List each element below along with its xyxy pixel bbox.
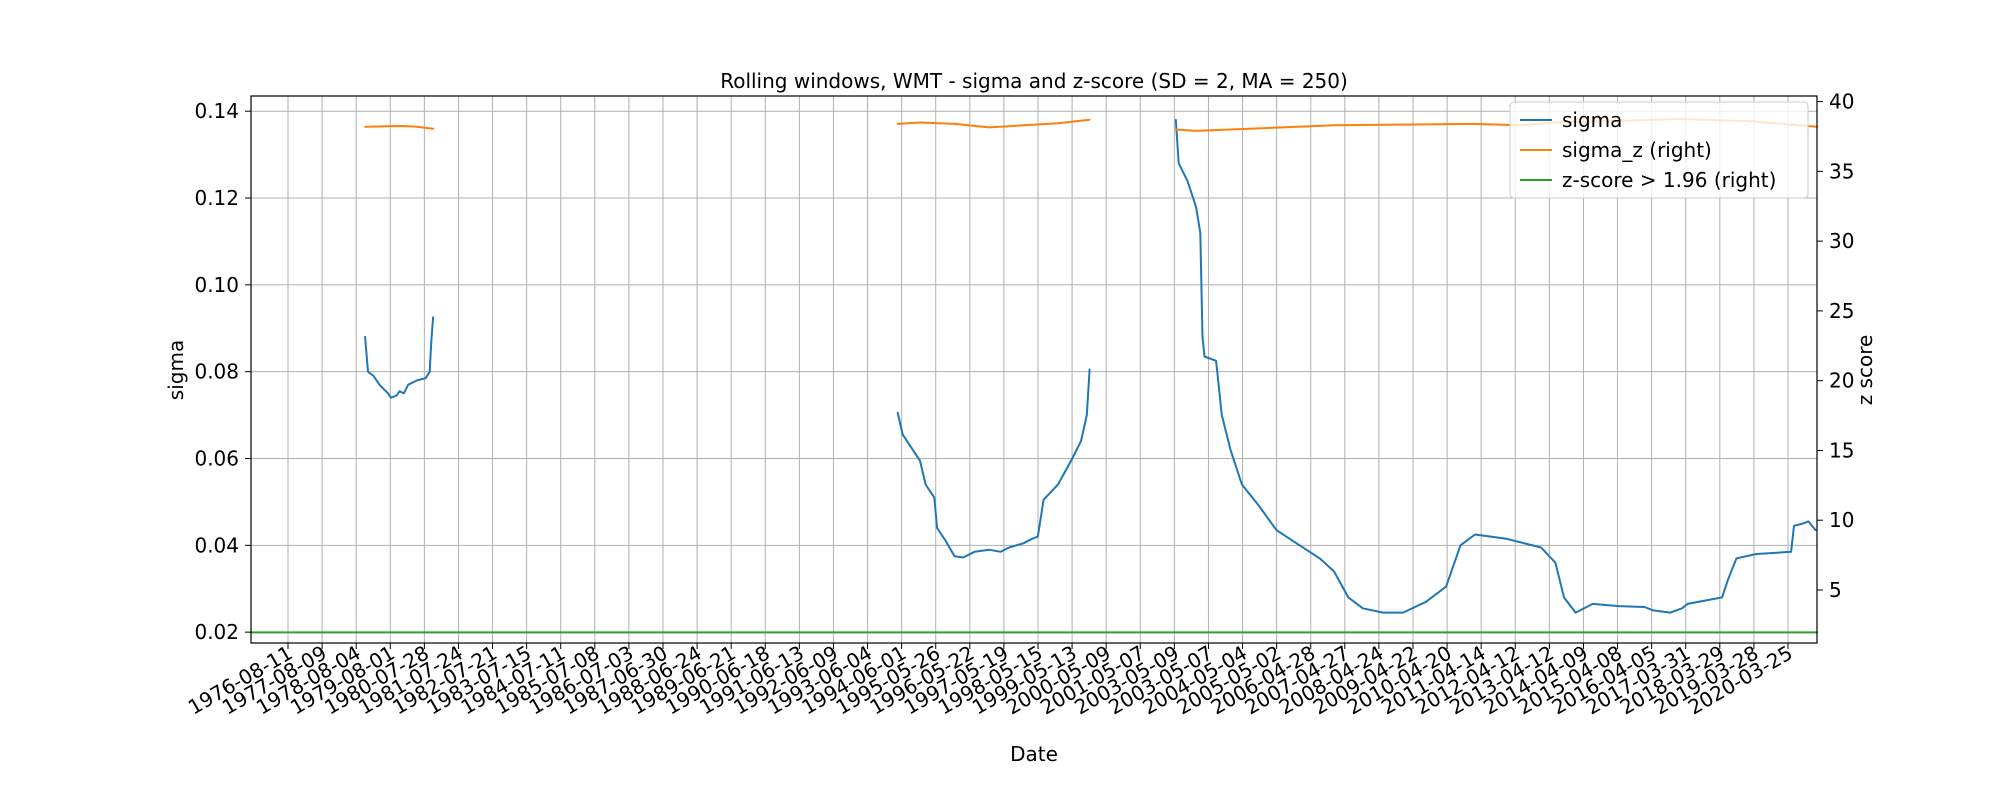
- y-tick-label-left: 0.04: [194, 533, 239, 557]
- y-axis-label-left: sigma: [164, 340, 188, 400]
- y-tick-label-left: 0.12: [194, 186, 239, 210]
- y-tick-label-right: 35: [1829, 159, 1854, 183]
- legend-box: [1509, 101, 1809, 199]
- series-sigma-z-right-segment-1: [364, 125, 435, 130]
- series-sigma-z-right-segment-2: [896, 118, 1091, 129]
- chart-title: Rolling windows, WMT - sigma and z-score…: [720, 69, 1348, 93]
- left-axis: 0.02 0.04 0.06 0.08 0.10 0.12 0.14: [194, 99, 251, 644]
- plot-area-frame: [250, 95, 1818, 644]
- x-axis-label: Date: [1010, 742, 1058, 766]
- y-tick-label-left: 0.14: [194, 99, 239, 123]
- y-tick-label-right: 10: [1829, 508, 1854, 532]
- series-sigma-segment-1: [364, 316, 435, 399]
- y-tick-label-right: 5: [1829, 578, 1842, 602]
- series-sigma-segment-3: [1174, 118, 1817, 614]
- y-tick-label-right: 30: [1829, 229, 1854, 253]
- grid: [251, 96, 1817, 643]
- y-tick-label-left: 0.08: [194, 360, 239, 384]
- y-tick-label-left: 0.06: [194, 446, 239, 470]
- legend-label-sigma-z: sigma_z (right): [1562, 138, 1712, 162]
- right-axis: 5 10 15 20 25 30 35 40: [1817, 90, 1854, 602]
- y-tick-label-left: 0.10: [194, 273, 239, 297]
- y-tick-label-right: 25: [1829, 299, 1854, 323]
- series-sigma-segment-2: [896, 368, 1091, 559]
- y-tick-label-right: 40: [1829, 90, 1854, 114]
- y-tick-label-left: 0.02: [194, 620, 239, 644]
- y-tick-label-right: 15: [1829, 438, 1854, 462]
- legend-label-z-threshold: z-score > 1.96 (right): [1562, 168, 1776, 192]
- series-layer: [250, 118, 1818, 634]
- y-tick-label-right: 20: [1829, 369, 1854, 393]
- legend: sigma sigma_z (right) z-score > 1.96 (ri…: [1509, 101, 1809, 199]
- y-axis-label-right: z score: [1853, 335, 1877, 406]
- legend-label-sigma: sigma: [1562, 108, 1622, 132]
